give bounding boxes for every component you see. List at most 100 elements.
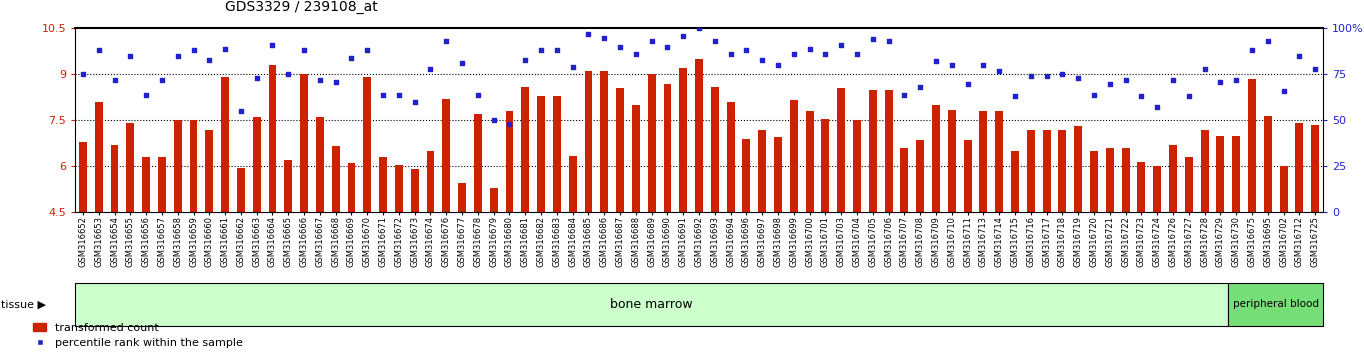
Bar <box>979 111 988 212</box>
Point <box>1083 92 1105 97</box>
Bar <box>696 59 702 212</box>
Bar <box>600 71 608 212</box>
Bar <box>142 157 150 212</box>
Point <box>704 38 726 44</box>
Bar <box>742 139 750 212</box>
Bar <box>758 130 767 212</box>
Bar <box>885 90 892 212</box>
Point <box>941 62 963 68</box>
Point <box>831 42 852 48</box>
Bar <box>585 71 592 212</box>
Point <box>752 57 773 62</box>
Point <box>783 51 805 57</box>
Bar <box>679 68 687 212</box>
Point <box>404 99 426 105</box>
Point <box>862 36 884 42</box>
Text: peripheral blood: peripheral blood <box>1233 299 1319 309</box>
Point <box>356 47 378 53</box>
Bar <box>127 124 134 212</box>
Point <box>1067 75 1088 81</box>
Point <box>1225 77 1247 83</box>
Bar <box>1106 148 1114 212</box>
Point <box>989 68 1011 74</box>
Bar <box>869 90 877 212</box>
Bar <box>806 111 813 212</box>
Point <box>925 59 947 64</box>
Bar <box>648 74 656 212</box>
Point <box>1194 66 1215 72</box>
Point <box>325 79 346 85</box>
Bar <box>790 101 798 212</box>
Point <box>1052 72 1073 77</box>
Point <box>910 84 932 90</box>
Bar <box>206 130 213 212</box>
Bar <box>252 117 261 212</box>
Point <box>531 47 552 53</box>
Bar <box>948 110 956 212</box>
Point <box>641 38 663 44</box>
Bar <box>900 148 908 212</box>
Point <box>499 121 521 127</box>
Point <box>231 108 252 114</box>
Bar <box>537 96 546 212</box>
Point <box>767 62 788 68</box>
Bar <box>837 88 846 212</box>
Point <box>1131 93 1153 99</box>
Bar <box>1296 124 1304 212</box>
Bar <box>1185 157 1192 212</box>
Bar <box>552 96 561 212</box>
Point <box>893 92 915 97</box>
Bar <box>379 157 387 212</box>
Point <box>799 46 821 51</box>
Bar <box>964 140 971 212</box>
Bar <box>411 170 419 212</box>
Point <box>846 51 868 57</box>
Point <box>277 72 299 77</box>
Point <box>310 77 331 83</box>
Point <box>1020 73 1042 79</box>
Bar <box>1264 116 1271 212</box>
Bar <box>521 87 529 212</box>
Bar <box>821 119 829 212</box>
Bar <box>1153 166 1161 212</box>
Point <box>372 92 394 97</box>
Bar <box>663 84 671 212</box>
Bar <box>396 165 402 212</box>
Bar <box>427 151 434 212</box>
Point <box>562 64 584 70</box>
Bar <box>173 120 181 212</box>
Point <box>466 92 488 97</box>
Point <box>625 51 647 57</box>
Point <box>341 55 363 61</box>
Bar <box>94 102 102 212</box>
Text: GDS3329 / 239108_at: GDS3329 / 239108_at <box>225 0 378 14</box>
Point <box>1099 81 1121 86</box>
Point <box>593 35 615 40</box>
Point <box>877 38 899 44</box>
Bar <box>1121 148 1129 212</box>
Text: tissue ▶: tissue ▶ <box>1 299 46 309</box>
Legend: transformed count, percentile rank within the sample: transformed count, percentile rank withi… <box>33 322 243 348</box>
Point <box>135 92 157 97</box>
Bar <box>458 183 466 212</box>
Point <box>87 47 109 53</box>
Bar <box>569 156 577 212</box>
Point <box>387 92 409 97</box>
Bar <box>727 102 735 212</box>
Bar <box>1248 79 1256 212</box>
Bar <box>284 160 292 212</box>
Bar <box>932 105 940 212</box>
Bar <box>1138 162 1146 212</box>
Bar <box>1042 130 1050 212</box>
Bar <box>1075 126 1082 212</box>
Point <box>720 51 742 57</box>
Bar <box>775 137 782 212</box>
Bar <box>79 142 87 212</box>
Point <box>689 25 711 31</box>
Bar <box>331 147 340 212</box>
Point <box>246 75 267 81</box>
Bar <box>506 111 513 212</box>
Point <box>1178 93 1200 99</box>
Bar <box>1217 136 1225 212</box>
Point <box>420 66 442 72</box>
